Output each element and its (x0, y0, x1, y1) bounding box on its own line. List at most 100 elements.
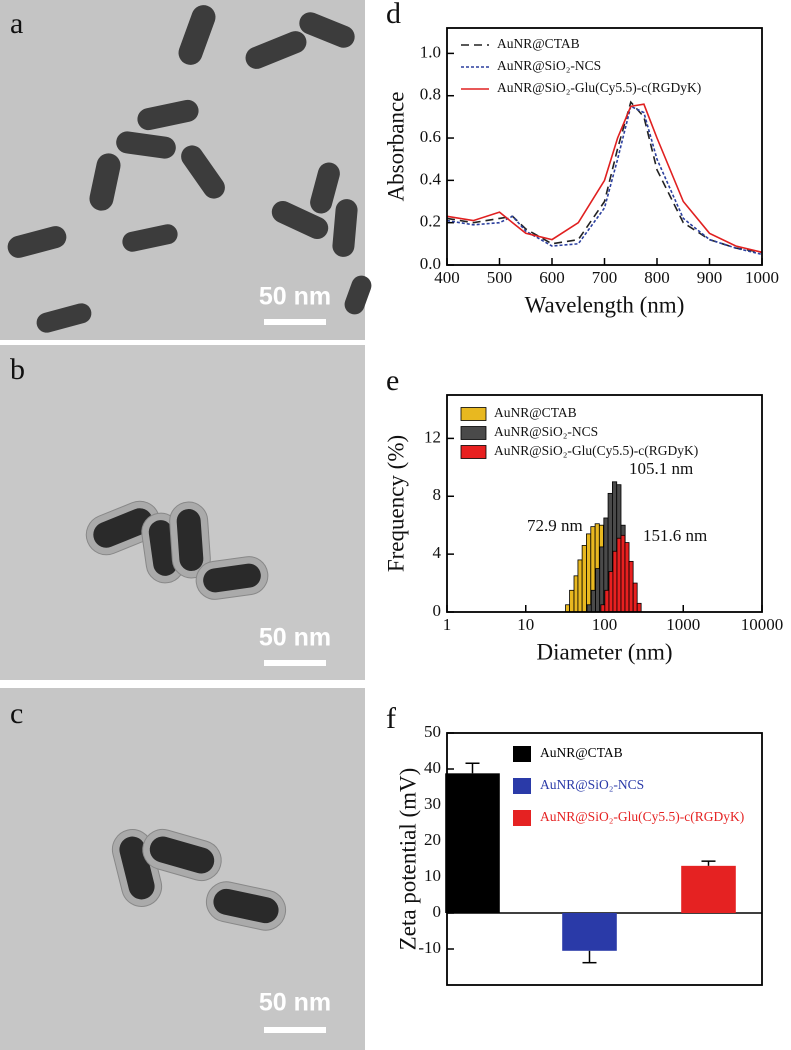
plot-frame (446, 732, 763, 986)
y-tick-label: 8 (433, 485, 442, 504)
rod-core (116, 131, 176, 159)
nanorod (181, 145, 225, 199)
rod-core (310, 162, 340, 214)
plot-frame (446, 27, 763, 266)
nanorod (116, 131, 176, 159)
nanorod (137, 99, 199, 131)
y-axis-label: Frequency (%) (383, 435, 408, 572)
x-tick-label: 800 (644, 268, 670, 287)
legend-label: AuNR@CTAB (494, 405, 577, 420)
rod-core (36, 303, 92, 333)
x-tick-label: 600 (539, 268, 565, 287)
x-tick-label: 1000 (745, 268, 779, 287)
histogram-bar (586, 604, 592, 613)
x-tick-label: 500 (487, 268, 513, 287)
panel-label: b (10, 353, 25, 386)
y-tick-label: 0.4 (420, 169, 442, 188)
histogram-bar (636, 602, 642, 613)
annotation: 72.9 nm (527, 516, 583, 535)
plot-frame (446, 394, 763, 613)
histogram-bar (573, 575, 579, 613)
nanorod (310, 162, 340, 214)
histogram-bar (577, 559, 583, 613)
rod-core (332, 199, 358, 257)
histogram-bar (581, 545, 587, 613)
rod-core (245, 31, 307, 69)
nanorod (122, 224, 178, 252)
rod-core (7, 226, 67, 258)
legend-label: AuNR@CTAB (497, 36, 580, 51)
y-tick-label: 40 (424, 758, 441, 777)
y-tick-label: 0.2 (420, 212, 441, 231)
y-tick-label: 0.8 (420, 85, 441, 104)
y-axis-label: Absorbance (383, 92, 408, 202)
y-tick-label: 10 (424, 866, 441, 885)
bar (445, 773, 500, 913)
histogram-bar (620, 534, 626, 613)
y-tick-label: 30 (424, 794, 441, 813)
annotation: 105.1 nm (629, 459, 693, 478)
nanorod (142, 828, 222, 882)
rod-core (271, 200, 329, 240)
rod-core (344, 275, 372, 315)
panel-label: d (386, 0, 401, 30)
x-axis-label: Wavelength (nm) (525, 292, 685, 317)
legend-label: AuNR@SiO₂-NCS (494, 424, 598, 439)
x-tick-label: 400 (434, 268, 460, 287)
y-tick-label: 0.6 (420, 127, 441, 146)
nanorod (36, 303, 92, 333)
y-tick-label: 20 (424, 830, 441, 849)
legend-swatch (513, 810, 531, 826)
series-line (446, 105, 763, 256)
legend-label: AuNR@SiO₂-Glu(Cy5.5)-c(RGDyK) (540, 809, 744, 824)
y-tick-label: 12 (424, 427, 441, 446)
histogram-bar (565, 604, 570, 613)
x-tick-label: 10 (517, 615, 534, 634)
legend-label: AuNR@SiO₂-NCS (540, 777, 644, 792)
rod-core (176, 509, 204, 571)
y-tick-label: 0 (433, 601, 442, 620)
histogram-bar (628, 560, 634, 613)
histogram-bar (569, 589, 575, 613)
nanorod (7, 226, 67, 258)
panel-label: e (386, 364, 399, 397)
y-tick-label: 50 (424, 722, 441, 741)
nanorod (89, 153, 121, 211)
histogram-bar (624, 542, 630, 613)
rod-core (299, 12, 355, 48)
histogram-bar (586, 533, 592, 613)
legend-label: AuNR@SiO₂-Glu(Cy5.5)-c(RGDyK) (494, 443, 698, 458)
legend-label: AuNR@CTAB (540, 745, 623, 760)
histogram-bar (612, 550, 618, 613)
panel-label: f (386, 702, 396, 735)
nanorod (178, 5, 216, 65)
x-tick-label: 10000 (741, 615, 784, 634)
bar (562, 913, 617, 951)
legend-swatch (460, 407, 487, 421)
rod-core (149, 836, 215, 874)
histogram-bar (616, 537, 622, 613)
nanorod (169, 501, 211, 579)
x-tick-label: 700 (592, 268, 618, 287)
nanorod (205, 881, 287, 931)
y-tick-label: -10 (418, 938, 441, 957)
histogram-bar (632, 582, 638, 613)
legend-swatch (460, 426, 487, 440)
y-tick-label: 0.0 (420, 254, 441, 273)
y-tick-label: 1.0 (420, 42, 441, 61)
nanorod (271, 200, 329, 240)
nanorod (85, 500, 161, 556)
bar (681, 865, 736, 913)
histogram-bar (604, 589, 610, 613)
legend-label: AuNR@SiO₂-NCS (497, 58, 601, 73)
scale-bar-label: 50 nm (259, 624, 331, 652)
y-tick-label: 0 (433, 902, 442, 921)
rod-core (178, 5, 216, 65)
nanorod (195, 556, 269, 600)
rod-core (93, 508, 153, 548)
x-axis-label: Diameter (nm) (536, 639, 672, 664)
histogram-bar (599, 546, 605, 613)
histogram-bar (608, 571, 614, 613)
x-tick-label: 100 (592, 615, 618, 634)
